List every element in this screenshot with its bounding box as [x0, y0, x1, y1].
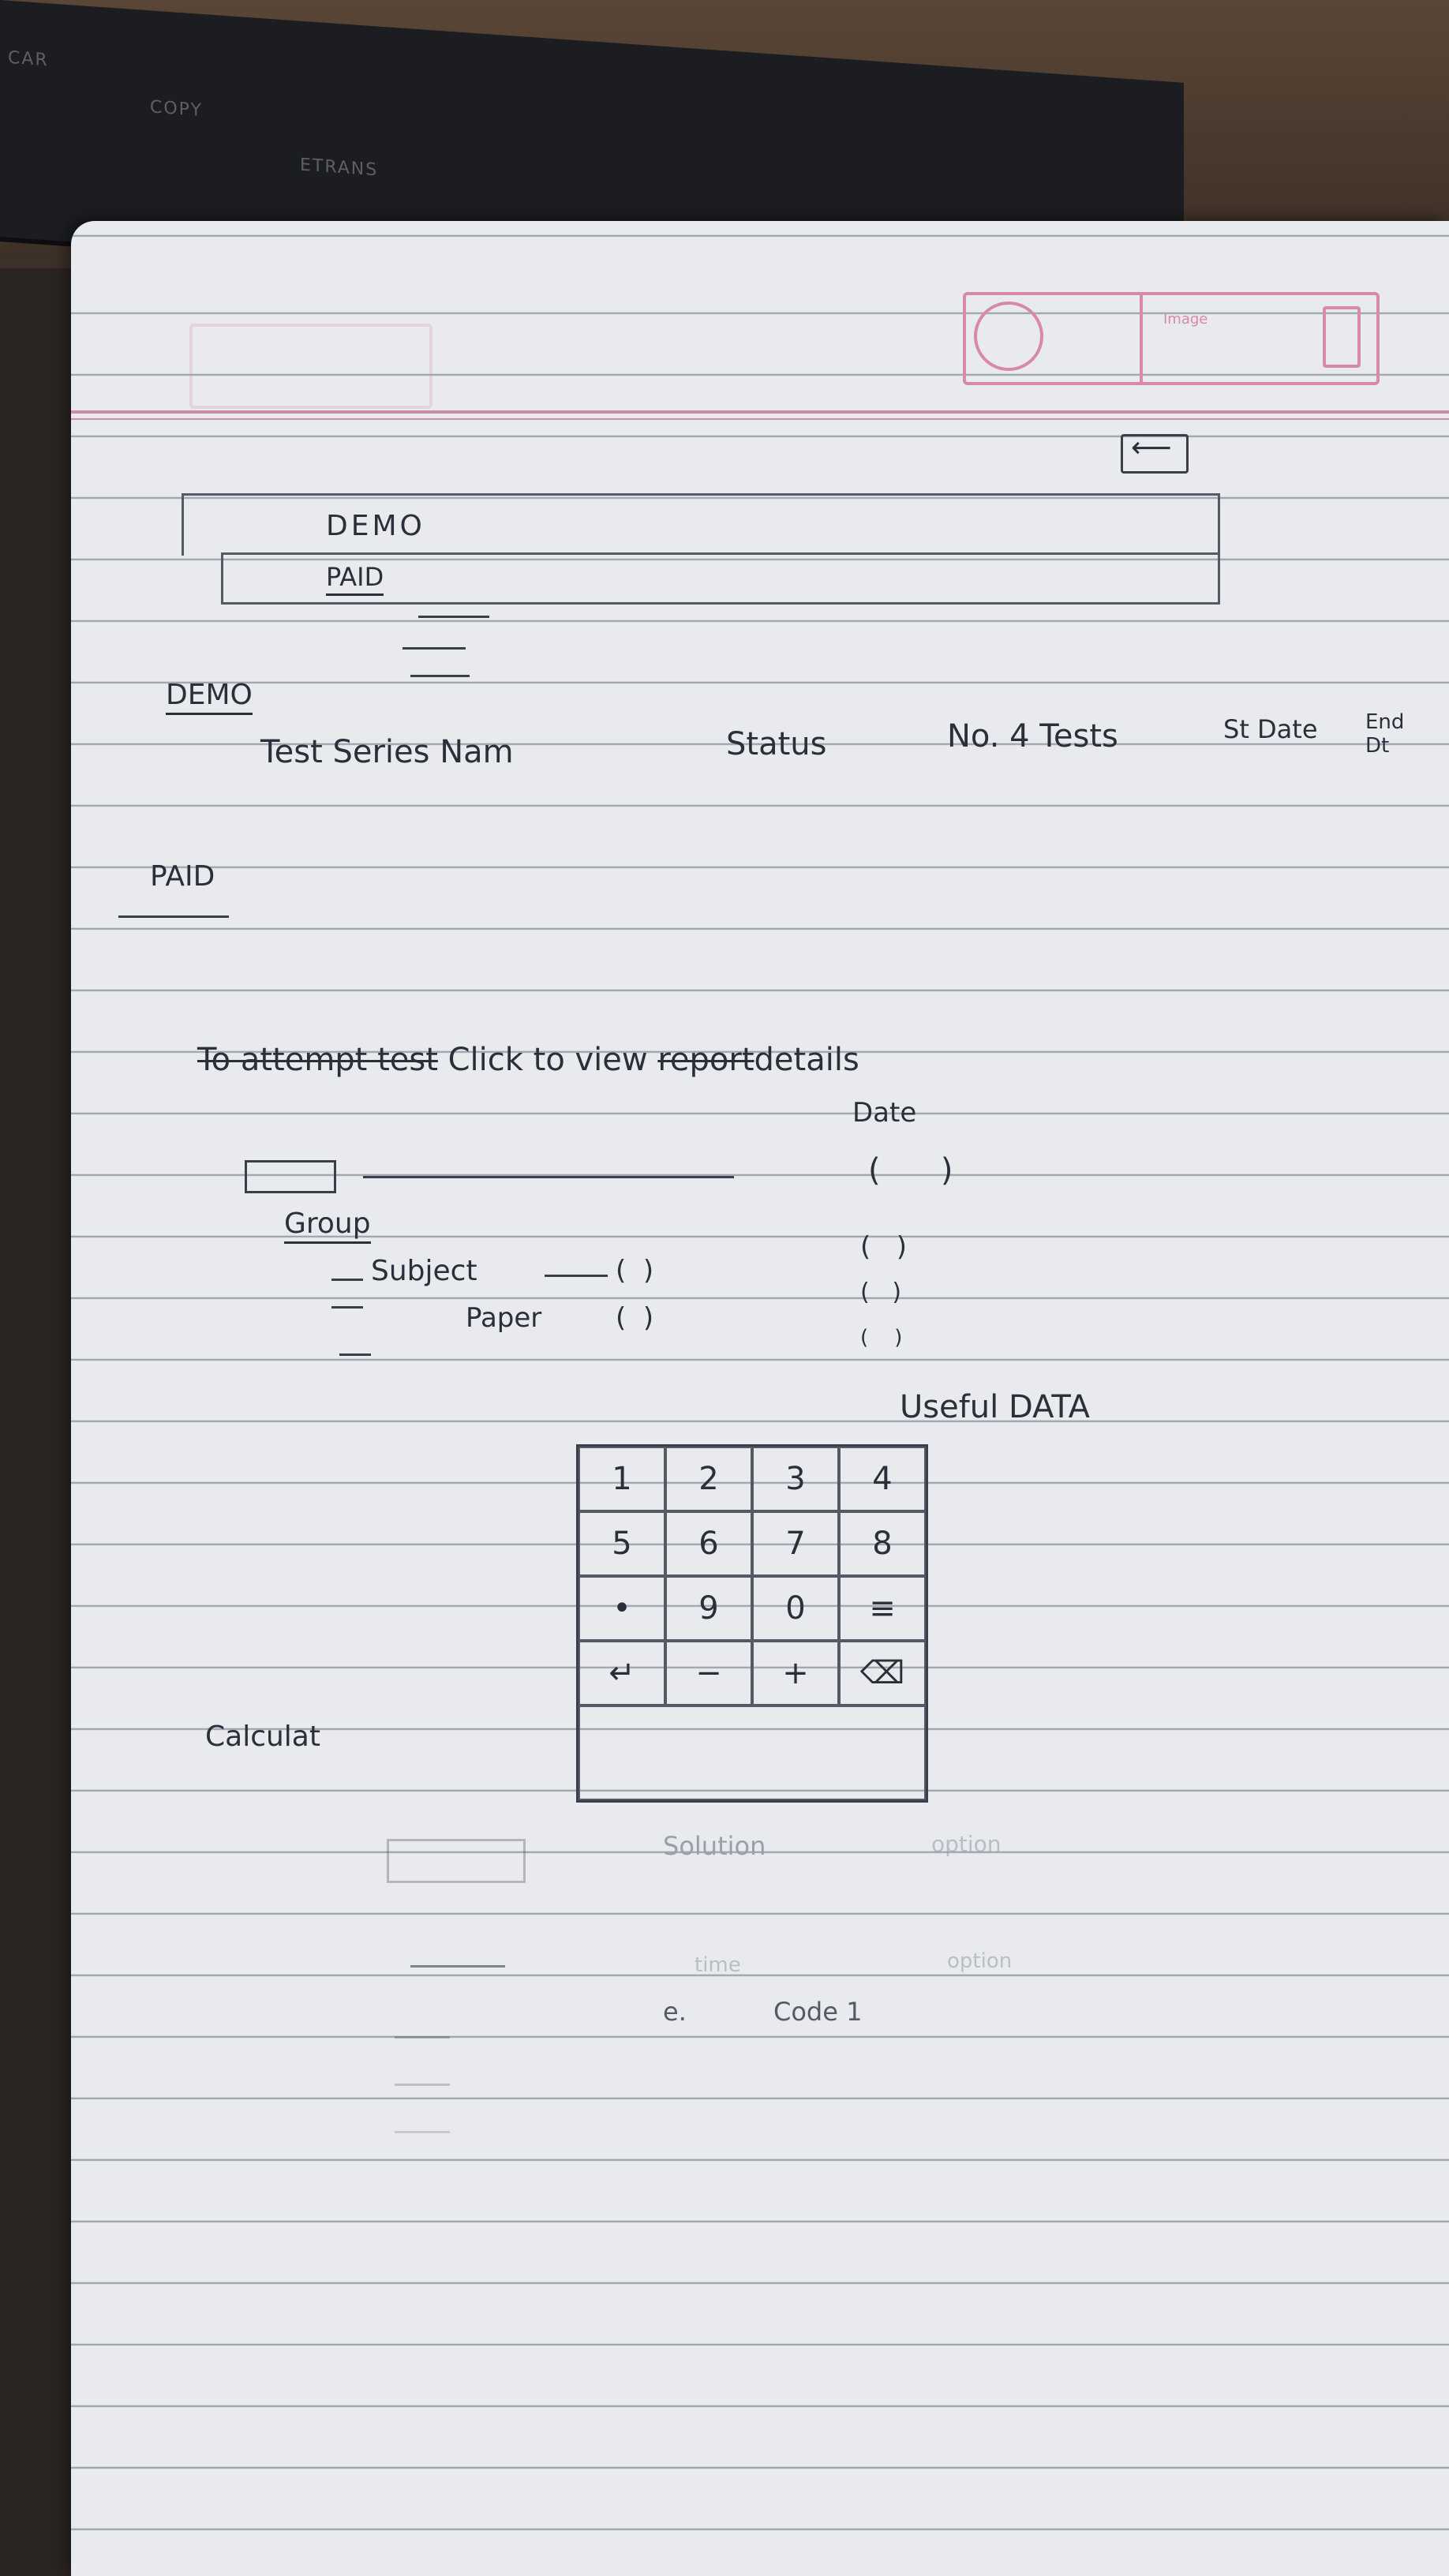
- column-header-start-date: St Date: [1223, 714, 1318, 744]
- key-decimal[interactable]: •: [578, 1576, 665, 1641]
- solution-option: option: [931, 1831, 1002, 1857]
- faint-box: [387, 1839, 526, 1883]
- laptop-label: CAR: [8, 47, 49, 71]
- calculator-display: [578, 1705, 926, 1800]
- column-header-tests: No. 4 Tests: [947, 718, 1118, 754]
- header-margin-line: [71, 410, 1449, 414]
- subject-label[interactable]: Subject: [371, 1255, 477, 1287]
- date-field: ( ): [860, 1279, 902, 1306]
- key-backspace[interactable]: ⌫: [839, 1641, 926, 1705]
- key-3[interactable]: 3: [752, 1447, 839, 1511]
- back-arrow-icon[interactable]: ⟵: [1121, 432, 1189, 474]
- faded-sketch: [189, 324, 432, 409]
- instruction-text: Click to view: [447, 1042, 648, 1078]
- laptop-label: ETRANS: [300, 155, 379, 181]
- key-plus[interactable]: +: [752, 1641, 839, 1705]
- faint-line: [395, 2131, 450, 2133]
- tab-paid[interactable]: PAID: [221, 552, 1220, 605]
- key-5[interactable]: 5: [578, 1511, 665, 1576]
- code-text: Code 1: [773, 1997, 863, 2027]
- instruction-text-end: details: [754, 1042, 859, 1078]
- checkbox[interactable]: [245, 1160, 336, 1193]
- faint-line: [395, 2036, 450, 2039]
- menu-icon-bar: [402, 647, 466, 650]
- column-header-end-date: End Dt: [1365, 710, 1405, 758]
- paid-heading: PAID: [150, 860, 215, 893]
- key-6[interactable]: 6: [665, 1511, 752, 1576]
- bullet-dash: [331, 1306, 363, 1309]
- key-0[interactable]: 0: [752, 1576, 839, 1641]
- date-field: ( ): [868, 1152, 953, 1189]
- faint-line: [410, 1965, 505, 1968]
- calculator-label: Calculat: [205, 1720, 320, 1753]
- key-4[interactable]: 4: [839, 1447, 926, 1511]
- faint-line: [395, 2084, 450, 2086]
- toolbar-label: Image: [1163, 311, 1208, 328]
- solution-label: Solution: [663, 1831, 766, 1861]
- key-minus[interactable]: −: [665, 1641, 752, 1705]
- column-header-series: Test Series Nam: [260, 734, 514, 770]
- toolbar-sketch: Image: [963, 292, 1380, 385]
- code-prefix: e.: [663, 1997, 687, 2027]
- key-1[interactable]: 1: [578, 1447, 665, 1511]
- date-field: ( ): [860, 1326, 903, 1350]
- time-option: option: [947, 1949, 1013, 1973]
- header-margin-line: [71, 418, 1449, 420]
- key-8[interactable]: 8: [839, 1511, 926, 1576]
- column-header-status: Status: [726, 726, 827, 762]
- struck-word: report: [657, 1042, 754, 1078]
- bullet-dash: [331, 1279, 363, 1281]
- item-line: [363, 1176, 734, 1178]
- bullet-dash: [339, 1354, 371, 1356]
- instruction-line: To attempt test Click to view reportdeta…: [197, 1042, 859, 1078]
- group-label[interactable]: Group: [284, 1208, 371, 1244]
- notebook-page: Image ⟵ DEMO PAID DEMO Test Series Nam S…: [71, 221, 1449, 2576]
- tab-paid-label: PAID: [326, 562, 384, 596]
- paper-field: ( ): [616, 1302, 654, 1334]
- menu-icon-bar: [410, 675, 470, 677]
- subject-field: ( ): [616, 1255, 654, 1286]
- menu-icon[interactable]: [418, 616, 489, 618]
- date-field: ( ): [860, 1231, 907, 1263]
- stop-icon[interactable]: [974, 301, 1043, 371]
- calculator-keypad: 1 2 3 4 5 6 7 8 • 9 0 ≡ ↵ − + ⌫: [576, 1444, 928, 1803]
- paid-underline: [118, 915, 229, 918]
- key-2[interactable]: 2: [665, 1447, 752, 1511]
- date-label: Date: [852, 1097, 917, 1129]
- tab-demo-label: DEMO: [326, 509, 425, 542]
- device-icon[interactable]: [1323, 306, 1361, 368]
- key-9[interactable]: 9: [665, 1576, 752, 1641]
- paper-label[interactable]: Paper: [466, 1302, 542, 1334]
- struck-text: To attempt test: [197, 1042, 438, 1078]
- time-label: time: [695, 1953, 741, 1977]
- key-equals[interactable]: ≡: [839, 1576, 926, 1641]
- key-enter[interactable]: ↵: [578, 1641, 665, 1705]
- demo-heading: DEMO: [166, 679, 253, 715]
- laptop-label: COPY: [150, 97, 203, 121]
- key-7[interactable]: 7: [752, 1511, 839, 1576]
- tab-demo[interactable]: DEMO: [182, 493, 1220, 556]
- subject-line: [545, 1275, 608, 1277]
- ruled-lines: [71, 221, 1449, 2576]
- useful-data-label: Useful DATA: [900, 1389, 1091, 1425]
